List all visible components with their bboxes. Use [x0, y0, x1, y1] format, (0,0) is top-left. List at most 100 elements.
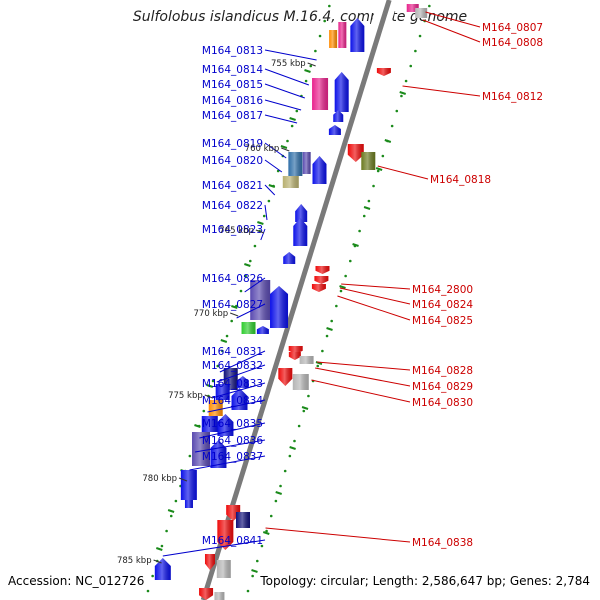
ruler-dash [289, 446, 296, 450]
gene-shading [217, 520, 234, 550]
gene-shading [347, 144, 364, 162]
kbp-marker: 770 kbp [194, 309, 229, 319]
ruler-dot [290, 124, 294, 128]
label-leader-left [244, 277, 266, 293]
ruler-dot [146, 589, 150, 593]
kbp-marker: 765 kbp [219, 226, 254, 236]
gene-label-left: M164_0823 [202, 224, 263, 236]
ruler-dash [399, 91, 406, 95]
gene-shading [236, 512, 250, 528]
ruler-dot [151, 574, 154, 578]
label-leader-left [264, 83, 305, 99]
ruler-dash [194, 424, 201, 428]
ruler-dash [304, 69, 311, 73]
gene-shading [180, 470, 197, 500]
gene-label-right: M164_0818 [430, 174, 491, 186]
gene-label-left: M164_0814 [202, 64, 263, 76]
gene-shading [338, 22, 347, 48]
label-leader-left [219, 350, 266, 373]
kbp-tick [204, 394, 213, 399]
ruler-dot [414, 49, 417, 53]
gene-shading [283, 252, 296, 264]
gene-shading [315, 266, 330, 274]
label-leader-right [265, 527, 411, 543]
ruler-dash [231, 305, 238, 309]
ruler-dot [262, 214, 266, 218]
gene-label-right: M164_2800 [412, 284, 473, 296]
gene-shading [302, 152, 311, 174]
ruler-dot [297, 424, 301, 428]
gene-shading [184, 500, 193, 508]
gene-shading [201, 416, 218, 432]
kbp-tick [153, 559, 162, 564]
gene-shading [288, 352, 301, 360]
ruler-dot [274, 499, 278, 503]
backbone-line [200, 0, 392, 600]
ruler-dot [221, 349, 224, 353]
ruler-dash [251, 569, 258, 573]
ruler-dash [280, 145, 288, 149]
label-leader-right [337, 295, 411, 321]
ruler-dot [358, 229, 361, 233]
gene-label-right: M164_0808 [482, 37, 543, 49]
ruler-dot [269, 514, 273, 518]
label-leader-right [402, 85, 481, 97]
label-leader-left [264, 68, 310, 86]
gene-shading [311, 284, 326, 292]
gene-shading [350, 18, 365, 52]
accession-label: Accession: NC_012726 [8, 574, 145, 588]
gene-shading [241, 322, 256, 334]
ruler-dot [372, 184, 375, 188]
ruler-dot [418, 34, 422, 38]
ruler-dot [255, 559, 259, 563]
gene-label-left: M164_0817 [202, 110, 263, 122]
ruler-dash [268, 184, 276, 188]
ruler-dot [400, 94, 403, 98]
label-leader-right [311, 379, 411, 403]
ruler-dash [363, 206, 371, 210]
gene-label-left: M164_0821 [202, 180, 263, 192]
ruler-dot [404, 79, 408, 83]
gene-label-right: M164_0830 [412, 397, 473, 409]
ruler-dot [279, 484, 282, 488]
label-leader-left [264, 184, 276, 196]
ruler-dash [352, 243, 359, 247]
label-leader-left [216, 364, 266, 383]
gene-shading [376, 68, 391, 76]
ruler-dot [260, 544, 264, 548]
gene-shading [334, 72, 349, 112]
gene-shading [295, 204, 308, 222]
kbp-marker: 760 kbp [245, 144, 280, 154]
ruler-dash [275, 491, 282, 495]
ruler-dot [244, 274, 247, 278]
label-leader-left [211, 382, 266, 399]
gene-shading [333, 110, 344, 122]
gene-shading [292, 374, 309, 390]
label-leader-left [207, 399, 266, 413]
ruler-dot [293, 439, 296, 443]
gene-labels: M164_0813 M164_0814 M164_0815 M164_0816 M164… [202, 22, 543, 549]
gene-shading [208, 400, 223, 416]
genome-backbone [192, 0, 399, 600]
label-leader-left [162, 539, 266, 557]
ruler-dot [362, 214, 366, 218]
ruler-dash [289, 117, 296, 121]
gene-shading [270, 286, 289, 328]
gene-label-left: M164_0833 [202, 378, 263, 390]
ruler-dot [314, 49, 317, 53]
ruler-dot [225, 334, 229, 338]
ruler-dot [395, 109, 399, 113]
ruler-dot [188, 454, 192, 458]
gene-label-right: M164_0807 [482, 22, 543, 34]
ruler-dot [239, 289, 243, 293]
gene-shading [192, 432, 211, 466]
gene-label-left: M164_0827 [202, 299, 263, 311]
ruler-dot [174, 499, 178, 503]
ruler-dot [307, 394, 310, 398]
ruler-dot [428, 4, 431, 8]
gene-shading [288, 152, 303, 176]
ruler-dot [323, 19, 326, 23]
gene-shading [256, 326, 269, 334]
gene-label-left: M164_0831 [202, 346, 263, 358]
gene-label-right: M164_0829 [412, 381, 473, 393]
